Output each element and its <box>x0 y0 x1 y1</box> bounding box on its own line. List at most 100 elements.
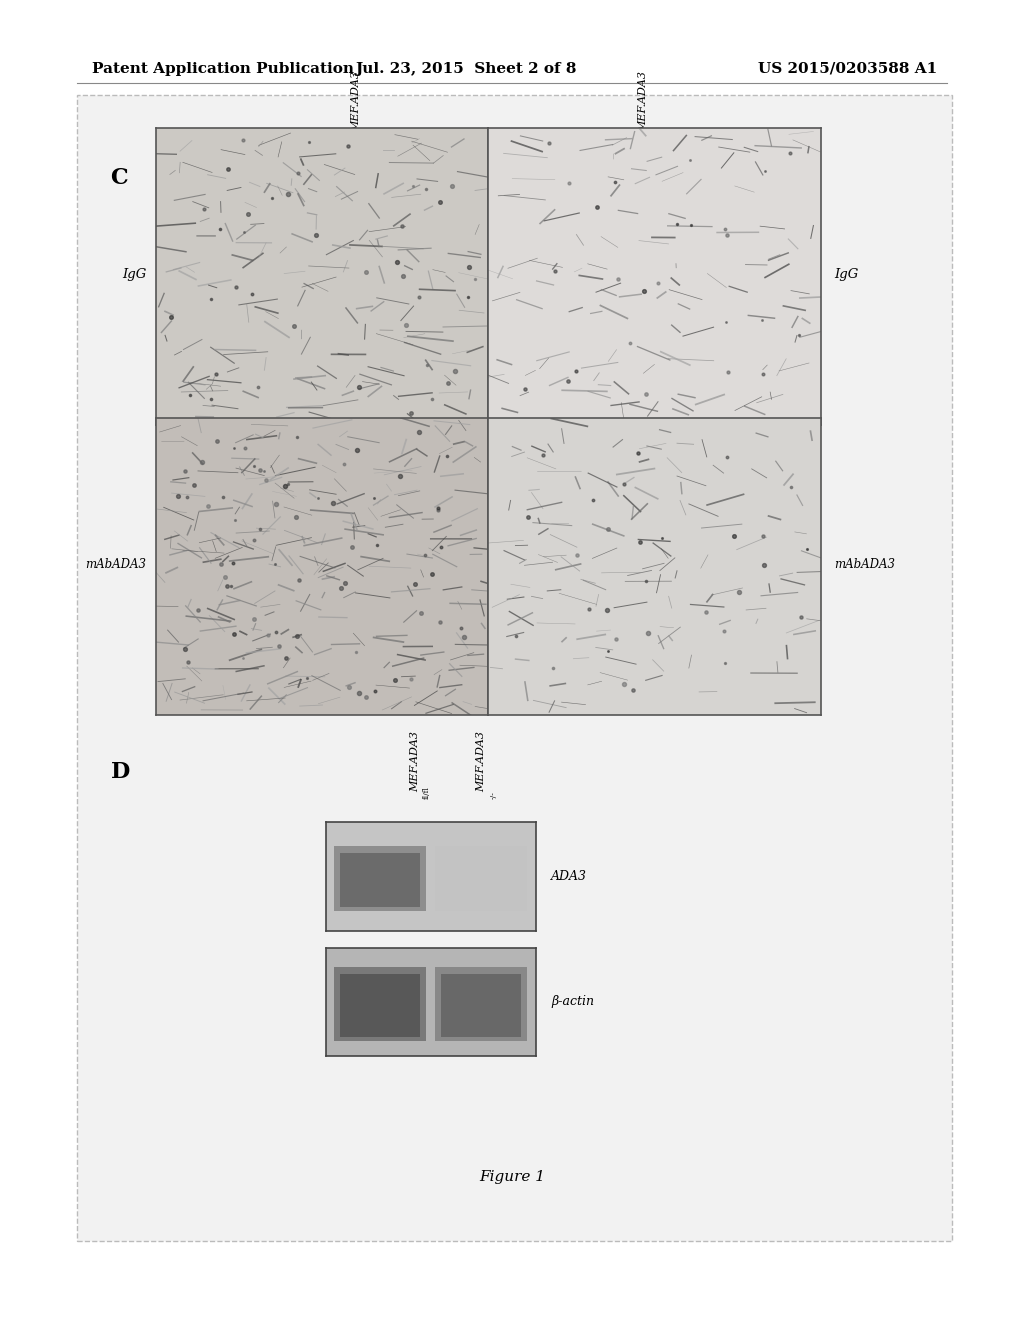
Point <box>413 602 429 623</box>
Point <box>197 198 213 219</box>
Point <box>443 176 460 197</box>
Point <box>559 371 575 392</box>
Point <box>163 306 179 327</box>
Point <box>310 487 327 508</box>
Bar <box>435 846 527 911</box>
Point <box>446 360 463 381</box>
Point <box>698 601 715 622</box>
Point <box>337 573 353 594</box>
Bar <box>435 968 527 1041</box>
Point <box>630 442 646 463</box>
Text: Patent Application Publication: Patent Application Publication <box>92 62 354 75</box>
Point <box>290 162 306 183</box>
Point <box>367 680 383 701</box>
Point <box>357 686 374 708</box>
Point <box>358 261 375 282</box>
Text: D: D <box>111 762 130 783</box>
Point <box>194 451 210 473</box>
Point <box>333 577 349 598</box>
Point <box>259 624 275 645</box>
Point <box>467 268 483 289</box>
Point <box>288 506 304 527</box>
Point <box>200 495 216 516</box>
Point <box>636 281 652 302</box>
Point <box>600 640 616 661</box>
Text: mAbADA3: mAbADA3 <box>85 558 146 572</box>
Text: mAbADA3: mAbADA3 <box>835 558 896 572</box>
Point <box>535 445 551 466</box>
Point <box>440 372 457 393</box>
Point <box>756 525 772 546</box>
Point <box>351 682 368 704</box>
Point <box>250 376 266 397</box>
Point <box>280 474 296 495</box>
Text: IgG: IgG <box>122 268 146 281</box>
Point <box>720 362 736 383</box>
Point <box>568 545 585 566</box>
Point <box>217 566 233 587</box>
Point <box>278 648 294 669</box>
Point <box>179 651 196 672</box>
Point <box>567 360 584 381</box>
Point <box>606 172 623 193</box>
Point <box>369 535 385 556</box>
Point <box>287 315 303 337</box>
Text: MEF.ADA3: MEF.ADA3 <box>351 71 361 132</box>
Point <box>271 635 288 656</box>
Text: MEF.ADA3: MEF.ADA3 <box>638 71 648 132</box>
Point <box>278 475 294 496</box>
Bar <box>340 974 420 1036</box>
Point <box>178 486 195 507</box>
Point <box>718 312 734 333</box>
Point <box>561 173 578 194</box>
Point <box>398 314 415 335</box>
Point <box>341 676 357 697</box>
Point <box>508 626 524 647</box>
Point <box>453 616 469 638</box>
Point <box>669 214 685 235</box>
Point <box>717 652 733 673</box>
Bar <box>334 968 426 1041</box>
Point <box>325 492 341 513</box>
Bar <box>441 974 521 1036</box>
Point <box>299 668 315 689</box>
Point <box>717 218 733 239</box>
Point <box>622 333 638 354</box>
Point <box>252 519 268 540</box>
Text: fl/fl: fl/fl <box>423 785 431 799</box>
Text: C: C <box>111 168 128 189</box>
Point <box>186 475 203 496</box>
Point <box>215 487 231 508</box>
Point <box>170 486 186 507</box>
Point <box>244 284 260 305</box>
Point <box>234 129 251 150</box>
Point <box>348 642 365 663</box>
Point <box>308 224 325 246</box>
Point <box>209 430 225 451</box>
Point <box>203 388 219 409</box>
Point <box>246 455 262 477</box>
Point <box>418 178 434 199</box>
Point <box>212 219 228 240</box>
Point <box>589 197 605 218</box>
Text: ADA3: ADA3 <box>551 870 587 883</box>
Text: fl/fl: fl/fl <box>365 125 373 139</box>
Text: IgG: IgG <box>835 268 859 281</box>
Point <box>411 286 427 308</box>
Point <box>255 461 271 482</box>
Point <box>246 529 262 550</box>
Point <box>649 273 666 294</box>
Point <box>340 136 356 157</box>
FancyBboxPatch shape <box>77 95 952 1241</box>
Point <box>246 609 262 630</box>
Point <box>757 161 773 182</box>
Point <box>682 149 698 170</box>
Text: β-actin: β-actin <box>551 995 594 1008</box>
Point <box>227 277 244 298</box>
Point <box>516 379 532 400</box>
Point <box>432 191 449 213</box>
Text: MEF.ADA3: MEF.ADA3 <box>476 731 486 792</box>
Point <box>208 363 224 384</box>
Point <box>756 554 772 576</box>
Point <box>683 215 699 236</box>
